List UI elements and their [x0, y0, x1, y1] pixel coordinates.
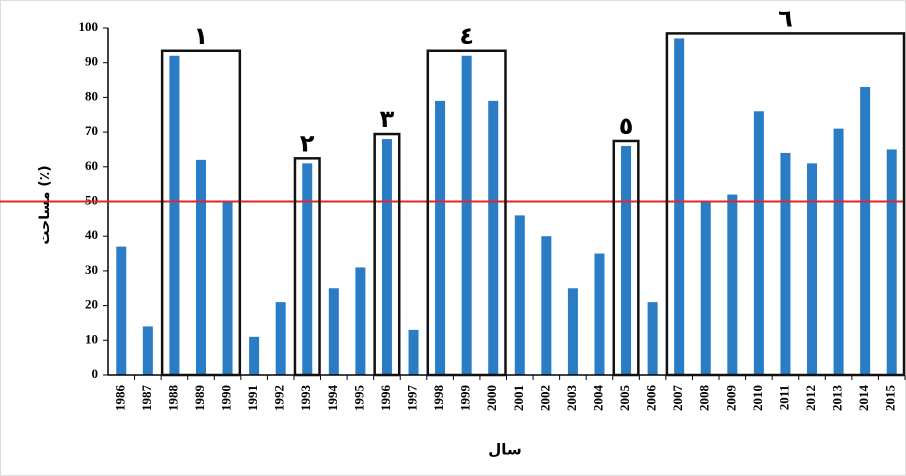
y-tick-label: 80: [85, 88, 98, 103]
group-box: [612, 139, 640, 377]
x-tick-label: 2004: [590, 385, 605, 412]
x-tick-label: 2000: [484, 385, 499, 411]
x-tick-label: 2013: [830, 385, 845, 412]
x-tick-label: 2014: [856, 385, 871, 412]
bar: [142, 326, 153, 375]
x-tick-label: 1999: [458, 385, 473, 412]
bar: [860, 86, 871, 376]
group-label: ١: [194, 22, 209, 50]
x-tick-label: 2006: [644, 385, 659, 412]
group-box: [160, 49, 242, 377]
bar: [435, 100, 446, 376]
x-tick-label: 2001: [511, 385, 526, 411]
x-tick-label: 2005: [617, 385, 632, 412]
bar: [381, 139, 392, 375]
y-tick-label: 30: [85, 262, 98, 277]
group-label: ٤: [459, 22, 474, 50]
bar: [621, 145, 632, 375]
x-tick-label: 1986: [112, 385, 127, 412]
bar: [116, 246, 127, 375]
x-tick-label: 2002: [537, 385, 552, 411]
x-tick-label: 1989: [192, 385, 207, 412]
bar: [541, 236, 552, 375]
group-box: [665, 32, 906, 377]
bar: [886, 149, 897, 375]
y-tick-label: 0: [92, 366, 99, 381]
bar: [355, 267, 366, 375]
bar: [249, 336, 260, 375]
x-tick-label: 1990: [219, 385, 234, 411]
bar: [807, 163, 818, 375]
bar: [275, 302, 286, 375]
group-label: ٥: [619, 112, 634, 140]
y-tick-label: 20: [85, 297, 98, 312]
bar: [594, 253, 605, 375]
y-tick-label: 60: [85, 158, 98, 173]
bar: [700, 201, 711, 375]
x-tick-label: 2010: [750, 385, 765, 411]
group-label: ٦: [778, 4, 793, 32]
y-axis-title: مساحت (٪): [37, 165, 53, 244]
bar: [328, 288, 339, 375]
bar: [408, 329, 419, 375]
bar: [302, 163, 313, 375]
x-tick-label: 2015: [883, 385, 898, 412]
x-axis-title: سال: [488, 441, 521, 459]
x-tick-label: 2011: [776, 385, 791, 410]
bar: [674, 38, 685, 375]
x-tick-label: 1987: [139, 385, 154, 412]
y-tick-label: 90: [85, 54, 98, 69]
bar: [169, 55, 180, 375]
group-box: [373, 132, 401, 377]
x-tick-label: 2007: [670, 385, 685, 412]
x-tick-label: 1994: [325, 385, 340, 412]
bar: [727, 194, 738, 375]
y-tick-label: 50: [85, 192, 98, 207]
bar: [488, 100, 499, 376]
x-tick-label: 2008: [697, 385, 712, 412]
y-tick-label: 10: [85, 331, 98, 346]
bar: [780, 152, 791, 375]
bar: [567, 288, 578, 375]
bar: [222, 201, 233, 375]
bar: [647, 302, 658, 375]
x-tick-label: 1997: [405, 385, 420, 412]
x-tick-label: 1991: [245, 385, 260, 411]
bar: [514, 215, 525, 375]
x-tick-label: 1988: [165, 385, 180, 412]
bar: [461, 55, 472, 375]
x-tick-label: 1993: [298, 385, 313, 412]
group-box: [426, 49, 507, 377]
y-tick-label: 100: [79, 19, 99, 34]
x-tick-label: 1996: [378, 385, 393, 412]
bar: [195, 159, 206, 375]
x-tick-label: 1998: [431, 385, 446, 412]
x-tick-label: 2009: [723, 385, 738, 412]
x-tick-label: 1992: [272, 385, 287, 411]
x-tick-label: 1995: [351, 385, 366, 412]
bar: [753, 111, 764, 375]
y-tick-label: 40: [85, 227, 98, 242]
bar: [833, 128, 844, 375]
x-tick-label: 2012: [803, 385, 818, 411]
group-label: ٣: [380, 105, 395, 133]
group-label: ٢: [300, 129, 315, 157]
group-box: [293, 157, 321, 377]
x-tick-label: 2003: [564, 385, 579, 412]
y-tick-label: 70: [85, 123, 98, 138]
